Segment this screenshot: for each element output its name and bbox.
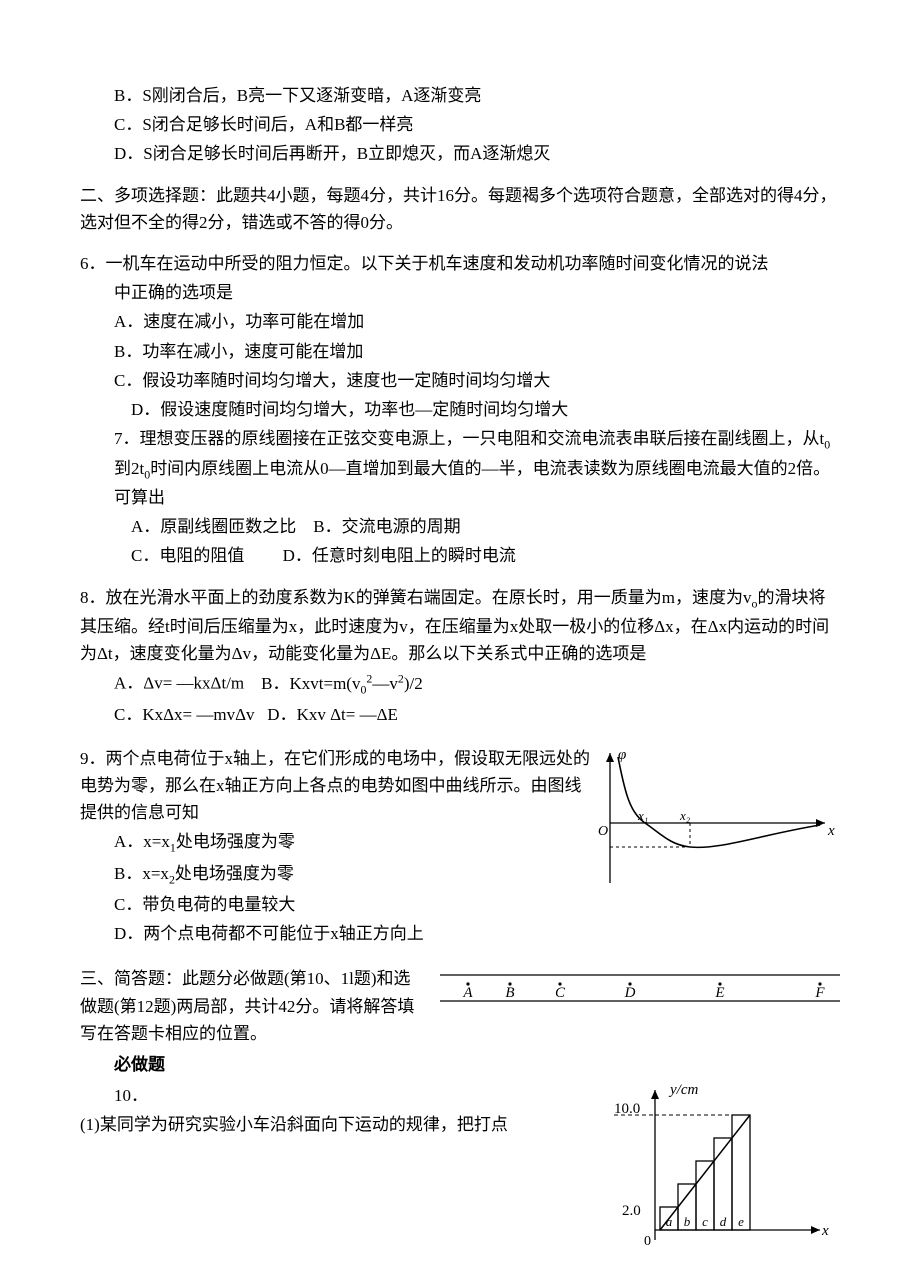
q9-x2-label: x₂ [679, 808, 691, 823]
q10-figure: y/cm x 0 10.0 2.0 a b c d e [600, 1080, 840, 1250]
q9-stem: 9．两个点电荷位于x轴上，在它们形成的电场中，假设取无限远处的电势为零，那么在x… [80, 745, 590, 827]
svg-text:e: e [738, 1214, 744, 1229]
svg-text:b: b [684, 1214, 691, 1229]
q9-x1-label: x₁ [637, 808, 648, 823]
q8-opt-a: A．Δv= —kxΔt/m [114, 674, 244, 693]
svg-text:B: B [505, 985, 514, 1001]
q9-opt-d: D．两个点电荷都不可能位于x轴正方向上 [80, 920, 590, 947]
q7-opt-d: D．任意时刻电阻上的瞬时电流 [283, 546, 516, 565]
q8-opt-c: C．KxΔx= —mvΔv [114, 705, 255, 724]
q10-num: 10． [80, 1082, 600, 1109]
q10-O: 0 [644, 1234, 651, 1249]
q8-opt-b: B．Kxvt=m(v02—v2)/2 [261, 674, 423, 693]
q8-opts-ab: A．Δv= —kxΔt/m B．Kxvt=m(v02—v2)/2 [80, 669, 840, 699]
q9-x-label: x [827, 823, 835, 839]
svg-text:d: d [720, 1214, 727, 1229]
q9-opt-a: A．x=x1处电场强度为零 [80, 828, 590, 857]
q7-opts-ab: A．原副线圈匝数之比 B．交流电源的周期 [80, 513, 840, 540]
q9-O-label: O [598, 824, 608, 839]
q9-opt-b: B．x=x2处电场强度为零 [80, 860, 590, 889]
q5-opt-c: C．S闭合足够长时间后，A和B都一样亮 [80, 111, 840, 138]
sec3-figure: A B C D E F [420, 963, 840, 1023]
svg-text:D: D [624, 985, 636, 1001]
svg-text:F: F [814, 985, 825, 1001]
q7-opt-c: C．电阻的阻值 [131, 546, 244, 565]
q7-stem-a: 7．理想变压器的原线圈接在正弦交变电源上，一只电阻和交流电流表串联后接在副线圈上… [114, 429, 824, 448]
q7-stem: 7．理想变压器的原线圈接在正弦交变电源上，一只电阻和交流电流表串联后接在副线圈上… [80, 425, 840, 511]
q6-opt-c: C．假设功率随时间均匀增大，速度也一定随时间均匀增大 [80, 367, 840, 394]
q10-p1: (1)某同学为研究实验小车沿斜面向下运动的规律，把打点 [80, 1111, 600, 1138]
svg-text:a: a [666, 1214, 673, 1229]
q7-sub0a: 0 [824, 437, 830, 451]
q7-stem-c: 时间内原线圈上电流从0—直增加到最大值的—半，电流表读数为原线圈电流最大值的2倍… [114, 459, 830, 507]
q7-stem-b: 到2t [114, 459, 144, 478]
q9-figure: φ O x x₁ x₂ [590, 743, 840, 893]
q10-ymin: 2.0 [622, 1203, 641, 1219]
q8-opt-d: D．Kxv Δt= —ΔE [267, 705, 398, 724]
q10-xlabel: x [821, 1223, 829, 1239]
svg-text:c: c [702, 1214, 708, 1229]
section2-heading: 二、多项选择题：此题共4小题，每题4分，共计16分。每题褐多个选项符合题意，全部… [80, 182, 840, 236]
q7-opt-b: B．交流电源的周期 [313, 517, 460, 536]
q6-opt-a: A．速度在减小，功率可能在增加 [80, 308, 840, 335]
q6-opt-d: D．假设速度随时间均匀增大，功率也—定随时间均匀增大 [80, 396, 840, 423]
q8-opts-cd: C．KxΔx= —mvΔv D．Kxv Δt= —ΔE [80, 701, 840, 728]
q10-ymax: 10.0 [614, 1101, 640, 1117]
q5-opt-b: B．S刚闭合后，B亮一下又逐渐变暗，A逐渐变亮 [80, 82, 840, 109]
q8-stem-a: 8．放在光滑水平面上的劲度系数为K的弹簧右端固定。在原长时，用一质量为m，速度为… [80, 588, 752, 607]
q6-opt-b: B．功率在减小，速度可能在增加 [80, 338, 840, 365]
sec3-heading: 三、简答题：此题分必做题(第10、1l题)和选做题(第12题)两局部，共计42分… [80, 965, 420, 1047]
q10-ylabel: y/cm [668, 1082, 698, 1098]
svg-text:E: E [714, 985, 724, 1001]
q8-stem: 8．放在光滑水平面上的劲度系数为K的弹簧右端固定。在原长时，用一质量为m，速度为… [80, 584, 840, 668]
q5-opt-d: D．S闭合足够长时间后再断开，B立即熄灭，而A逐渐熄灭 [80, 140, 840, 167]
svg-text:C: C [555, 985, 566, 1001]
q7-opt-a: A．原副线圈匝数之比 [131, 517, 296, 536]
svg-text:A: A [462, 985, 473, 1001]
must-do-heading: 必做题 [80, 1051, 840, 1078]
q6-stem-2: 中正确的选项是 [80, 279, 840, 306]
q9-opt-c: C．带负电荷的电量较大 [80, 891, 590, 918]
q6-stem-1: 6．一机车在运动中所受的阻力恒定。以下关于机车速度和发动机功率随时间变化情况的说… [80, 250, 840, 277]
q7-opts-cd: C．电阻的阻值 D．任意时刻电阻上的瞬时电流 [80, 542, 840, 569]
